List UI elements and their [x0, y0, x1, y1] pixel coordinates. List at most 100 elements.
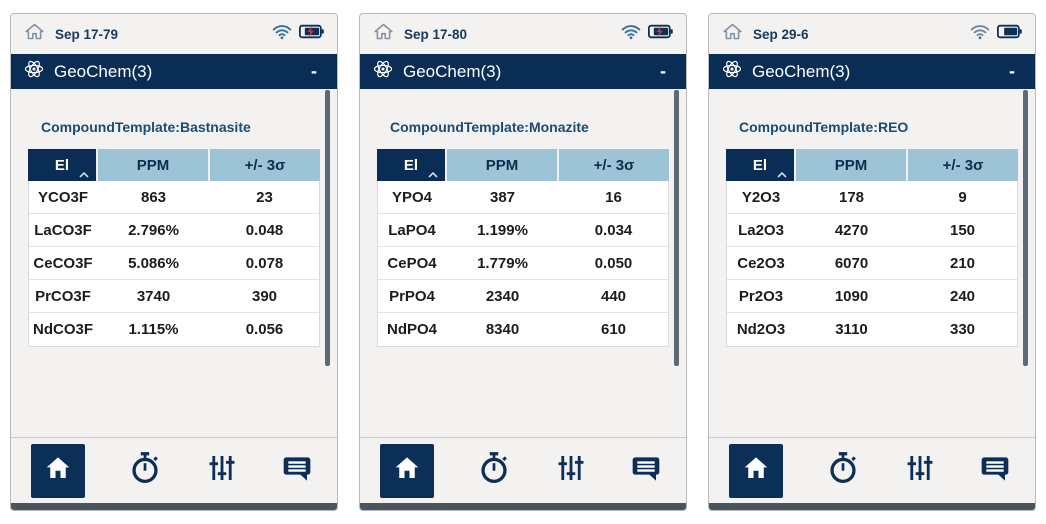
cell-ppm: 2340 [485, 287, 520, 305]
column-header-el[interactable]: El [377, 149, 445, 181]
results-table: El PPM +/- 3σ YCO3F 863 23 LaCO3F 2.796% 0.0… [28, 149, 320, 347]
cell-sigma: 9 [958, 188, 967, 206]
date-text: Sep 17-79 [55, 26, 119, 42]
cell-ppm: 8340 [485, 321, 520, 338]
column-header-ppm[interactable]: PPM [447, 149, 557, 181]
cell-el: LaPO4 [388, 221, 436, 239]
status-bar: Sep 29-6 [709, 14, 1035, 54]
column-header-sigma[interactable]: +/- 3σ [908, 149, 1018, 181]
nav-timer-button[interactable] [127, 450, 163, 491]
table-row: PrCO3F 3740 390 [29, 280, 319, 313]
home-status-icon [722, 21, 743, 47]
table-header-row: El PPM +/- 3σ [28, 149, 320, 181]
table-row: NdCO3F 1.115% 0.056 [29, 313, 319, 346]
scrollbar[interactable] [1023, 90, 1028, 366]
battery-icon [997, 24, 1022, 44]
stopwatch-icon [476, 450, 512, 491]
cell-sigma: 0.078 [245, 254, 284, 272]
minimize-button[interactable]: - [660, 61, 666, 81]
cell-ppm: 1090 [834, 287, 869, 305]
nav-chat-button[interactable] [281, 452, 313, 489]
column-header-el[interactable]: El [28, 149, 96, 181]
stopwatch-icon [825, 450, 861, 491]
cell-el: NdCO3F [33, 321, 93, 338]
cell-sigma: 210 [949, 254, 976, 272]
scrollbar[interactable] [674, 90, 679, 366]
chat-icon [630, 452, 662, 489]
cell-sigma: 440 [600, 287, 627, 305]
atom-icon[interactable] [721, 58, 743, 85]
table-body: YPO4 387 16 LaPO4 1.199% 0.034 CePO4 1.779% 0.… [377, 181, 669, 347]
bottom-band [11, 503, 337, 510]
atom-icon[interactable] [372, 58, 394, 85]
column-header-sigma[interactable]: +/- 3σ [210, 149, 320, 181]
wifi-icon [621, 24, 641, 45]
cell-ppm: 2.796% [128, 221, 179, 239]
nav-home-button[interactable] [729, 443, 783, 498]
device-screen-1: Sep 17-79 GeoChem(3) - CompoundTemplate:… [10, 13, 338, 511]
bottom-nav-bar [11, 437, 337, 503]
cell-el: CeCO3F [33, 254, 93, 272]
status-bar: Sep 17-80 [360, 14, 686, 54]
cell-ppm: 1.199% [477, 221, 528, 239]
cell-el: Pr2O3 [738, 287, 784, 305]
sort-chevron-up-icon [428, 171, 438, 178]
device-screen-3: Sep 29-6 GeoChem(3) - CompoundTemplate:R… [708, 13, 1036, 511]
minimize-button[interactable]: - [311, 61, 317, 81]
nav-home-button[interactable] [31, 443, 85, 498]
cell-sigma: 330 [949, 321, 976, 338]
stopwatch-icon [127, 450, 163, 491]
home-icon [741, 453, 771, 488]
table-row: Pr2O3 1090 240 [727, 280, 1017, 313]
nav-home-button[interactable] [380, 443, 434, 498]
nav-chat-button[interactable] [630, 452, 662, 489]
chat-icon [979, 452, 1011, 489]
column-header-el[interactable]: El [726, 149, 794, 181]
bottom-nav-bar [360, 437, 686, 503]
chat-icon [281, 452, 313, 489]
bottom-nav-bar [709, 437, 1035, 503]
cell-el: LaCO3F [34, 221, 92, 239]
table-row: La2O3 4270 150 [727, 214, 1017, 247]
sliders-icon [903, 451, 937, 490]
table-row: Y2O3 178 9 [727, 181, 1017, 214]
atom-icon[interactable] [23, 58, 45, 85]
table-row: YPO4 387 16 [378, 181, 668, 214]
scrollbar[interactable] [325, 90, 330, 366]
nav-settings-button[interactable] [903, 451, 937, 490]
cell-el: Ce2O3 [737, 254, 785, 272]
nav-settings-button[interactable] [205, 451, 239, 490]
cell-ppm: 6070 [834, 254, 869, 272]
results-area: CompoundTemplate:REO El PPM +/- 3σ Y2O3 1… [709, 89, 1035, 437]
home-icon [43, 453, 73, 488]
cell-sigma: 610 [600, 321, 627, 338]
cell-el: CePO4 [387, 254, 437, 272]
cell-ppm: 863 [140, 188, 167, 206]
wifi-icon [970, 24, 990, 45]
column-header-ppm[interactable]: PPM [796, 149, 906, 181]
table-row: Nd2O3 3110 330 [727, 313, 1017, 346]
nav-timer-button[interactable] [476, 450, 512, 491]
app-title: GeoChem(3) [403, 61, 502, 81]
cell-sigma: 16 [605, 188, 622, 206]
results-table: El PPM +/- 3σ Y2O3 178 9 La2O3 4270 150 Ce2O… [726, 149, 1018, 347]
column-header-ppm[interactable]: PPM [98, 149, 208, 181]
cell-ppm: 3110 [835, 321, 868, 338]
cell-el: NdPO4 [386, 321, 437, 338]
cell-ppm: 178 [838, 188, 865, 206]
home-status-icon [373, 21, 394, 47]
nav-timer-button[interactable] [825, 450, 861, 491]
table-row: Ce2O3 6070 210 [727, 247, 1017, 280]
date-text: Sep 29-6 [753, 26, 809, 42]
cell-el: PrCO3F [35, 287, 91, 305]
minimize-button[interactable]: - [1009, 61, 1015, 81]
cell-ppm: 387 [489, 188, 516, 206]
nav-settings-button[interactable] [554, 451, 588, 490]
table-row: YCO3F 863 23 [29, 181, 319, 214]
column-header-sigma[interactable]: +/- 3σ [559, 149, 669, 181]
cell-el: YPO4 [391, 188, 433, 206]
table-row: LaCO3F 2.796% 0.048 [29, 214, 319, 247]
nav-chat-button[interactable] [979, 452, 1011, 489]
sliders-icon [205, 451, 239, 490]
results-table: El PPM +/- 3σ YPO4 387 16 LaPO4 1.199% 0.034… [377, 149, 669, 347]
